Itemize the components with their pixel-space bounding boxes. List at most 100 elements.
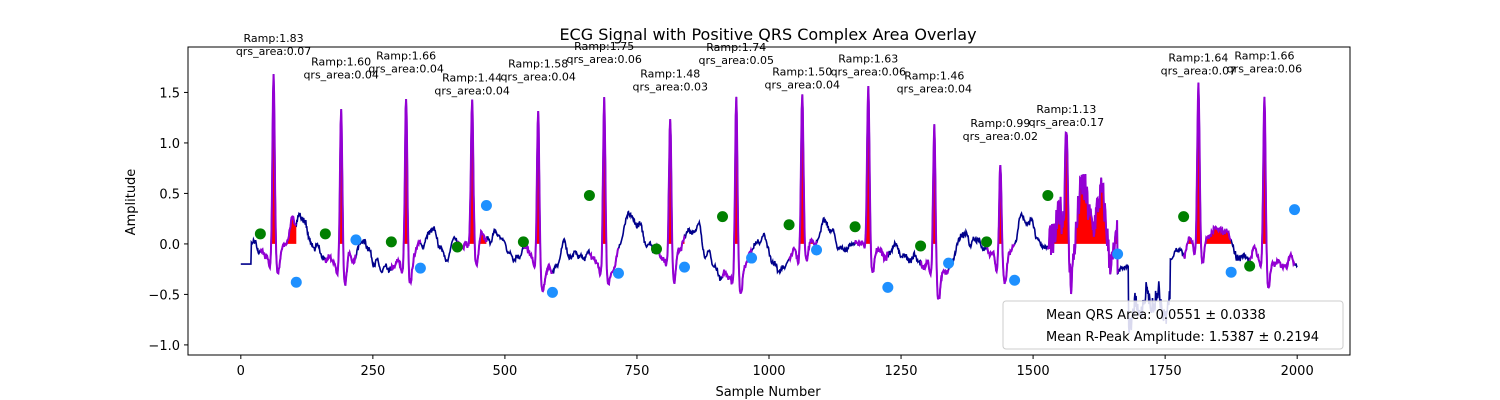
x-tick-label-750: 750 — [625, 364, 650, 379]
peak-area-label-11: qrs_area:0.04 — [897, 82, 972, 95]
qrs-segment-2 — [324, 109, 357, 286]
y-tick-label-0: −1.0 — [148, 339, 180, 354]
qrs-area-fill-3 — [391, 99, 421, 244]
qrs-offset-marker-6 — [612, 267, 624, 279]
qrs-onset-marker-3 — [385, 236, 397, 248]
peak-ramp-label-13: Ramp:1.13 — [1036, 103, 1096, 116]
peak-area-label-7: qrs_area:0.03 — [632, 80, 707, 93]
qrs-segment-15 — [1248, 96, 1296, 289]
peak-ramp-label-10: Ramp:1.63 — [838, 52, 898, 65]
qrs-segment-8 — [721, 96, 753, 295]
peak-ramp-label-1: Ramp:1.83 — [244, 32, 304, 45]
y-tick-label-2: 0.0 — [159, 238, 180, 253]
qrs-onset-marker-4 — [451, 241, 463, 253]
chart-title: ECG Signal with Positive QRS Complex Are… — [559, 25, 976, 44]
qrs-onset-marker-14 — [1178, 211, 1190, 223]
qrs-offset-marker-11 — [943, 257, 955, 269]
peak-area-label-8: qrs_area:0.05 — [699, 54, 774, 67]
qrs-segment-3 — [390, 99, 422, 287]
qrs-onset-marker-13 — [1042, 189, 1054, 201]
qrs-onset-marker-12 — [981, 236, 993, 248]
qrs-offset-marker-9 — [811, 244, 823, 256]
qrs-segment-12 — [985, 165, 1016, 285]
qrs-offset-marker-2 — [350, 234, 362, 246]
x-tick-label-1000: 1000 — [752, 364, 785, 379]
peak-ramp-label-15: Ramp:1.66 — [1234, 49, 1294, 62]
qrs-offset-marker-4 — [480, 200, 492, 212]
qrs-area-fill-14 — [1183, 82, 1232, 244]
qrs-offset-marker-15 — [1289, 204, 1301, 216]
qrs-offset-marker-3 — [414, 262, 426, 274]
qrs-onset-marker-5 — [517, 236, 529, 248]
qrs-segment-10 — [854, 85, 889, 273]
x-axis-title: Sample Number — [715, 385, 821, 400]
peak-area-label-9: qrs_area:0.04 — [765, 78, 840, 91]
qrs-onset-marker-10 — [849, 221, 861, 233]
peak-ramp-label-9: Ramp:1.50 — [772, 65, 832, 78]
y-axis-title: Amplitude — [124, 169, 139, 236]
x-tick-label-1750: 1750 — [1149, 364, 1182, 379]
qrs-onset-marker-15 — [1244, 260, 1256, 272]
qrs-offset-marker-8 — [746, 252, 758, 264]
peak-area-label-2: qrs_area:0.04 — [303, 68, 378, 81]
peak-area-label-13: qrs_area:0.17 — [1029, 116, 1104, 129]
qrs-area-fill-1 — [260, 74, 297, 244]
plot-area: Ramp:1.83qrs_area:0.07Ramp:1.60qrs_area:… — [148, 32, 1351, 379]
peak-ramp-label-4: Ramp:1.44 — [442, 71, 502, 84]
qrs-segment-5 — [522, 110, 554, 293]
peak-area-label-1: qrs_area:0.07 — [236, 45, 311, 58]
legend-entry-2: Mean R-Peak Amplitude: 1.5387 ± 0.2194 — [1046, 330, 1319, 345]
qrs-offset-marker-13 — [1112, 248, 1124, 260]
qrs-segment-13 — [1046, 131, 1119, 295]
peak-area-label-4: qrs_area:0.04 — [434, 84, 509, 97]
qrs-area-fill-5 — [523, 111, 553, 244]
peak-ramp-label-12: Ramp:0.99 — [970, 117, 1030, 130]
peak-ramp-label-8: Ramp:1.74 — [706, 41, 766, 54]
qrs-segment-11 — [919, 124, 950, 300]
qrs-segment-14 — [1182, 82, 1232, 265]
qrs-offset-marker-14 — [1225, 266, 1237, 278]
qrs-onset-marker-6 — [583, 189, 595, 201]
peak-ramp-label-14: Ramp:1.64 — [1168, 51, 1228, 64]
ecg-signal-line — [240, 74, 1298, 333]
qrs-onset-marker-7 — [650, 243, 662, 255]
qrs-segment-1 — [259, 74, 298, 275]
x-tick-label-1500: 1500 — [1017, 364, 1050, 379]
peak-area-label-14: qrs_area:0.07 — [1161, 64, 1236, 77]
qrs-onset-marker-2 — [319, 228, 331, 240]
qrs-segment-7 — [655, 119, 686, 284]
x-tick-label-0: 0 — [237, 364, 245, 379]
peak-ramp-label-3: Ramp:1.66 — [376, 49, 436, 62]
qrs-offset-marker-10 — [882, 281, 894, 293]
qrs-area-fill-4 — [457, 99, 487, 244]
series-group — [240, 74, 1301, 333]
peak-area-label-5: qrs_area:0.04 — [500, 70, 575, 83]
qrs-offset-marker-5 — [546, 286, 558, 298]
qrs-offset-marker-1 — [290, 276, 302, 288]
x-tick-label-2000: 2000 — [1281, 364, 1314, 379]
x-tick-label-250: 250 — [360, 364, 385, 379]
x-tick-label-1250: 1250 — [884, 364, 917, 379]
peak-ramp-label-7: Ramp:1.48 — [640, 67, 700, 80]
x-tick-label-500: 500 — [492, 364, 517, 379]
qrs-onset-marker-8 — [717, 211, 729, 223]
qrs-area-fill-15 — [1249, 96, 1295, 244]
y-tick-label-1: −0.5 — [148, 288, 180, 303]
qrs-onset-marker-9 — [783, 219, 795, 231]
y-tick-label-4: 1.0 — [159, 137, 180, 152]
qrs-offset-marker-12 — [1009, 274, 1021, 286]
peak-area-label-6: qrs_area:0.06 — [566, 53, 641, 66]
qrs-area-fill-10 — [855, 86, 888, 244]
peak-ramp-label-5: Ramp:1.58 — [508, 57, 568, 70]
peak-area-label-12: qrs_area:0.02 — [963, 130, 1038, 143]
qrs-onset-marker-1 — [254, 228, 266, 240]
peak-area-label-10: qrs_area:0.06 — [831, 65, 906, 78]
peak-area-label-3: qrs_area:0.04 — [368, 62, 443, 75]
peak-area-label-15: qrs_area:0.06 — [1227, 62, 1302, 75]
peak-ramp-label-2: Ramp:1.60 — [311, 55, 371, 68]
legend-box — [1002, 300, 1344, 350]
qrs-segment-9 — [788, 94, 818, 267]
qrs-offset-marker-7 — [678, 261, 690, 273]
